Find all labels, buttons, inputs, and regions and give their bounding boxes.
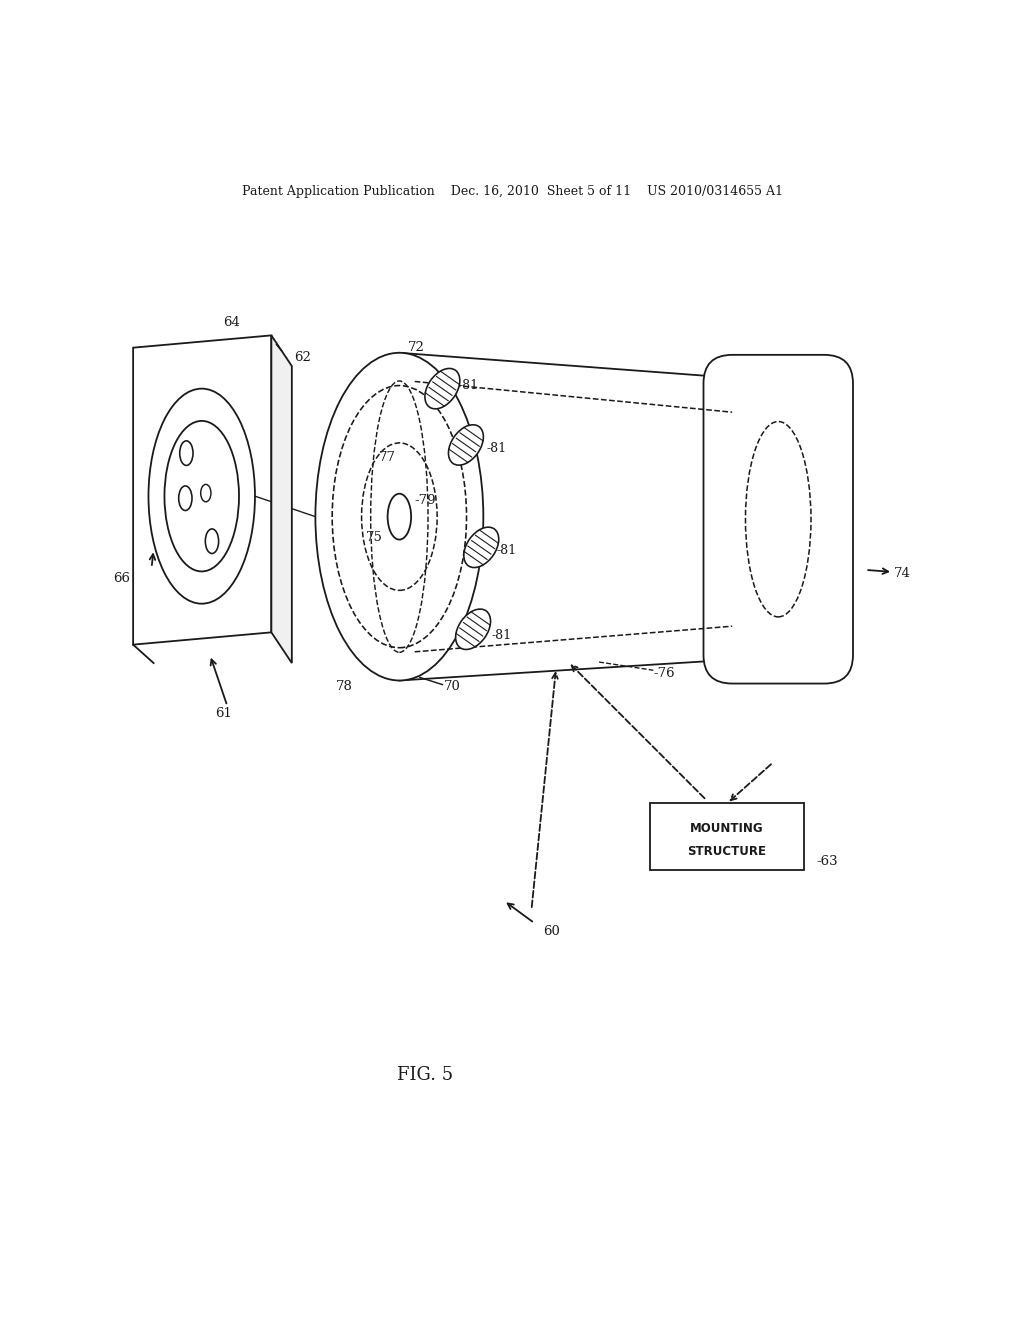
Text: -81: -81: [492, 628, 512, 642]
Ellipse shape: [315, 352, 483, 681]
Text: STRUCTURE: STRUCTURE: [687, 845, 767, 858]
Ellipse shape: [425, 368, 460, 409]
Ellipse shape: [456, 609, 490, 649]
Text: 66: 66: [113, 572, 130, 585]
Bar: [650, 804, 804, 870]
Text: 62: 62: [294, 351, 310, 364]
Text: -63: -63: [816, 855, 838, 869]
Text: -76: -76: [653, 667, 675, 680]
Text: 64: 64: [223, 315, 240, 329]
Text: -81: -81: [486, 441, 507, 454]
Text: 75: 75: [366, 531, 382, 544]
FancyBboxPatch shape: [703, 355, 853, 684]
Text: 74: 74: [894, 568, 910, 581]
Text: 72: 72: [408, 341, 424, 354]
Text: 78: 78: [336, 680, 352, 693]
Text: FIG. 5: FIG. 5: [397, 1065, 453, 1084]
Text: 77: 77: [379, 450, 396, 463]
Text: -81: -81: [459, 379, 479, 392]
Text: 60: 60: [543, 925, 559, 937]
Text: MOUNTING: MOUNTING: [690, 822, 764, 836]
Text: -79: -79: [415, 494, 436, 507]
Ellipse shape: [464, 527, 499, 568]
Polygon shape: [271, 335, 292, 663]
Text: 70: 70: [443, 680, 460, 693]
Ellipse shape: [449, 425, 483, 465]
Text: 61: 61: [215, 706, 231, 719]
Text: Patent Application Publication    Dec. 16, 2010  Sheet 5 of 11    US 2010/031465: Patent Application Publication Dec. 16, …: [242, 185, 782, 198]
Text: -81: -81: [497, 544, 517, 557]
